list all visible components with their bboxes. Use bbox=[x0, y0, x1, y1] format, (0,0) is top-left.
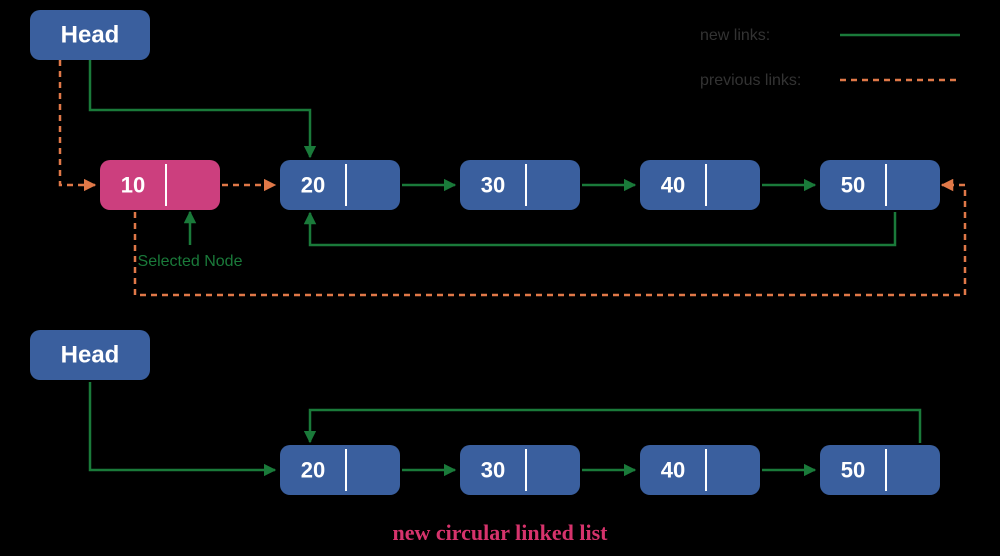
node-value: 10 bbox=[121, 173, 145, 198]
node-10: 10 bbox=[100, 160, 220, 210]
node-20: 20 bbox=[280, 160, 400, 210]
node-50: 50 bbox=[820, 445, 940, 495]
node-value: 50 bbox=[841, 458, 865, 483]
node-value: 30 bbox=[481, 173, 505, 198]
node-40: 40 bbox=[640, 160, 760, 210]
selected-node-label: Selected Node bbox=[138, 253, 243, 270]
node-40: 40 bbox=[640, 445, 760, 495]
node-50: 50 bbox=[820, 160, 940, 210]
head-label: Head bbox=[61, 342, 120, 369]
node-30: 30 bbox=[460, 445, 580, 495]
node-value: 40 bbox=[661, 173, 685, 198]
head-box: Head bbox=[30, 10, 150, 60]
node-value: 40 bbox=[661, 458, 685, 483]
node-30: 30 bbox=[460, 160, 580, 210]
node-value: 30 bbox=[481, 458, 505, 483]
node-20: 20 bbox=[280, 445, 400, 495]
diagram-title: new circular linked list bbox=[393, 520, 609, 545]
node-value: 50 bbox=[841, 173, 865, 198]
legend-new_links-label: new links: bbox=[700, 27, 770, 44]
node-value: 20 bbox=[301, 173, 325, 198]
head-box: Head bbox=[30, 330, 150, 380]
legend-previous_links-label: previous links: bbox=[700, 72, 801, 89]
node-value: 20 bbox=[301, 458, 325, 483]
head-label: Head bbox=[61, 22, 120, 49]
